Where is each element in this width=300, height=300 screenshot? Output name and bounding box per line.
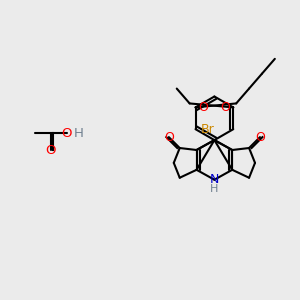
Text: O: O (199, 101, 208, 114)
Text: O: O (220, 101, 230, 114)
Text: Br: Br (200, 123, 214, 136)
Text: H: H (210, 184, 219, 194)
Text: N: N (210, 173, 219, 186)
Text: O: O (46, 143, 56, 157)
Text: O: O (61, 127, 72, 140)
Text: O: O (164, 130, 174, 144)
Text: O: O (255, 130, 265, 144)
Text: H: H (74, 127, 84, 140)
